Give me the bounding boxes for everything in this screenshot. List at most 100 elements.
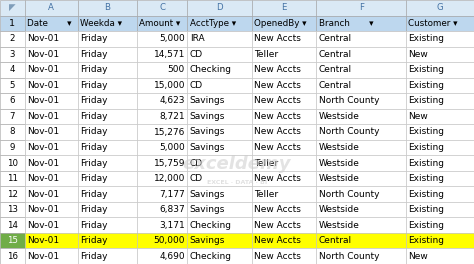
Text: Existing: Existing — [409, 174, 444, 183]
Bar — [0, 46, 25, 62]
Text: 9: 9 — [9, 143, 15, 152]
Bar — [187, 171, 252, 186]
Bar — [78, 186, 137, 202]
Text: Friday: Friday — [80, 252, 108, 261]
Bar — [187, 109, 252, 124]
Text: Nov-01: Nov-01 — [27, 128, 59, 136]
Bar — [316, 171, 406, 186]
Text: Friday: Friday — [80, 65, 108, 74]
Bar — [187, 186, 252, 202]
Text: Nov-01: Nov-01 — [27, 81, 59, 90]
Bar — [252, 31, 316, 46]
Text: 11: 11 — [7, 174, 18, 183]
Text: Date       ▾: Date ▾ — [27, 19, 72, 28]
Bar — [0, 233, 25, 248]
Bar — [187, 202, 252, 218]
Bar — [316, 62, 406, 78]
Text: 12,000: 12,000 — [154, 174, 185, 183]
Text: Westside: Westside — [319, 159, 360, 168]
Text: Westside: Westside — [319, 221, 360, 230]
Bar — [78, 93, 137, 109]
Text: Westside: Westside — [319, 205, 360, 214]
Bar — [316, 46, 406, 62]
Text: Central: Central — [319, 65, 352, 74]
Text: Friday: Friday — [80, 143, 108, 152]
Text: 4,690: 4,690 — [159, 252, 185, 261]
Text: Nov-01: Nov-01 — [27, 96, 59, 105]
Bar — [0, 186, 25, 202]
Bar — [187, 233, 252, 248]
Text: Nov-01: Nov-01 — [27, 252, 59, 261]
Bar — [25, 186, 78, 202]
Text: Friday: Friday — [80, 221, 108, 230]
Bar — [78, 109, 137, 124]
Bar — [78, 155, 137, 171]
Text: 4: 4 — [9, 65, 15, 74]
Bar — [316, 233, 406, 248]
Text: 2: 2 — [9, 34, 15, 43]
Text: 12: 12 — [7, 190, 18, 199]
Text: G: G — [437, 3, 443, 12]
Bar — [25, 202, 78, 218]
Bar — [0, 16, 25, 31]
Text: Nov-01: Nov-01 — [27, 143, 59, 152]
Bar — [25, 171, 78, 186]
Text: Existing: Existing — [409, 221, 444, 230]
Text: New Accts: New Accts — [254, 96, 301, 105]
Bar — [137, 171, 187, 186]
Text: Friday: Friday — [80, 236, 108, 245]
Bar — [78, 78, 137, 93]
Bar — [25, 218, 78, 233]
Bar — [406, 248, 474, 264]
Text: Nov-01: Nov-01 — [27, 174, 59, 183]
Bar — [78, 0, 137, 16]
Text: Nov-01: Nov-01 — [27, 205, 59, 214]
Text: Savings: Savings — [190, 128, 225, 136]
Text: C: C — [159, 3, 165, 12]
Bar — [25, 140, 78, 155]
Text: Nov-01: Nov-01 — [27, 236, 59, 245]
Bar — [137, 93, 187, 109]
Bar — [406, 78, 474, 93]
Bar — [137, 140, 187, 155]
Text: Savings: Savings — [190, 205, 225, 214]
Text: 500: 500 — [168, 65, 185, 74]
Bar — [406, 0, 474, 16]
Text: Savings: Savings — [190, 96, 225, 105]
Bar — [187, 124, 252, 140]
Bar — [0, 155, 25, 171]
Bar — [25, 0, 78, 16]
Text: OpenedBy ▾: OpenedBy ▾ — [254, 19, 307, 28]
Text: Existing: Existing — [409, 205, 444, 214]
Text: Checking: Checking — [190, 221, 232, 230]
Text: Savings: Savings — [190, 112, 225, 121]
Text: 3: 3 — [9, 50, 15, 59]
Text: New Accts: New Accts — [254, 236, 301, 245]
Text: CD: CD — [190, 159, 203, 168]
Bar — [316, 124, 406, 140]
Bar — [0, 124, 25, 140]
Bar — [316, 202, 406, 218]
Text: 3,171: 3,171 — [159, 221, 185, 230]
Text: Existing: Existing — [409, 159, 444, 168]
Bar — [187, 140, 252, 155]
Text: IRA: IRA — [190, 34, 204, 43]
Text: 15,759: 15,759 — [154, 159, 185, 168]
Bar — [252, 124, 316, 140]
Bar — [137, 186, 187, 202]
Text: Amount ▾: Amount ▾ — [139, 19, 181, 28]
Bar — [187, 16, 252, 31]
Bar — [252, 233, 316, 248]
Bar — [137, 155, 187, 171]
Bar — [137, 78, 187, 93]
Bar — [0, 202, 25, 218]
Bar — [316, 155, 406, 171]
Text: Friday: Friday — [80, 128, 108, 136]
Bar — [78, 62, 137, 78]
Bar — [406, 171, 474, 186]
Bar — [406, 31, 474, 46]
Bar — [137, 233, 187, 248]
Bar — [406, 124, 474, 140]
Bar — [316, 248, 406, 264]
Text: North County: North County — [319, 252, 379, 261]
